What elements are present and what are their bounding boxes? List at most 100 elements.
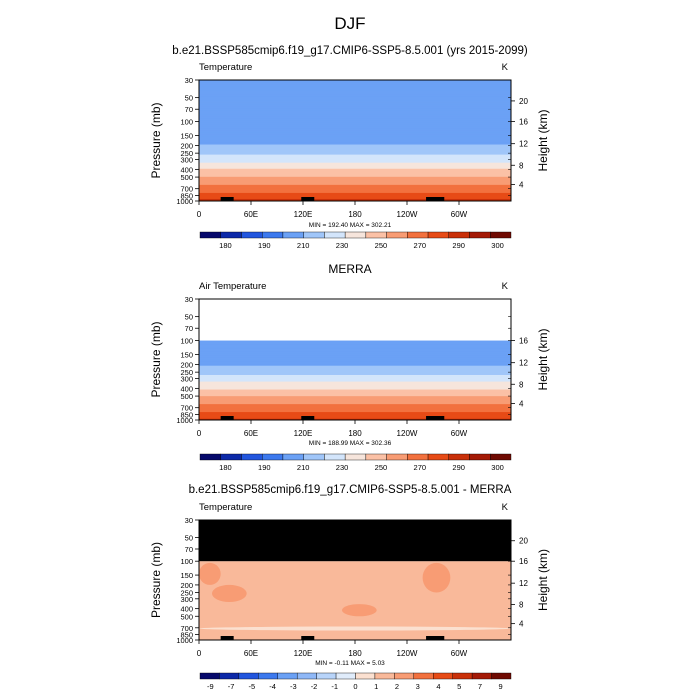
y2-tick-label: 12 [519,359,528,368]
min-max-summary: MIN = -0.11 MAX = 5.03 [315,660,385,667]
colorbar-swatch [448,453,470,461]
contour-band [199,351,511,353]
contour-band [199,414,511,417]
contour-band [199,186,511,190]
contour-band [199,108,511,111]
contour-band [199,359,511,361]
panel-title: b.e21.BSSP585cmip6.f19_g17.CMIP6-SSP5-8.… [189,484,512,496]
y-tick-label: 850 [180,191,193,200]
colorbar-label: 180 [219,463,232,472]
contour-band [199,162,511,166]
contour-band [199,412,511,414]
min-max-summary: MIN = 188.99 MAX = 302.36 [309,440,392,447]
colorbar-label: -4 [269,682,276,691]
y-tick-label: 70 [185,545,193,554]
colorbar-swatch [471,672,492,680]
y2-axis-title: Height (km) [536,549,550,611]
colorbar-swatch [303,453,325,461]
y2-tick-label: 8 [519,601,524,610]
x-tick-label: 120W [397,210,418,219]
contour-band [199,164,511,168]
contour-band [199,160,511,164]
colorbar-label: 9 [499,682,503,691]
y-tick-label: 70 [185,324,193,333]
colorbar-swatch [324,453,346,461]
colorbar-label: 180 [219,241,232,250]
x-tick-label: 60E [244,649,258,658]
y2-axis-title: Height (km) [536,328,550,390]
contour-band [199,397,511,400]
contour-band [199,355,511,357]
x-tick-label: 120E [294,429,313,438]
contour-band [199,194,511,198]
y-axis-title: Pressure (mb) [149,102,163,178]
contour-band [199,394,511,397]
topography-mask [426,197,445,201]
y-axis-title: Pressure (mb) [149,321,163,397]
contour-band [199,132,511,135]
y-tick-label: 850 [180,630,193,639]
contour-band [199,376,511,379]
contour-band [199,170,511,174]
contour-band [199,112,511,115]
y2-tick-label: 8 [519,380,524,389]
colorbar-label: 210 [297,463,310,472]
y-tick-label: 400 [180,384,193,393]
colorbar-swatch [219,672,240,680]
colorbar-swatch [258,672,278,680]
colorbar-label: -7 [228,682,235,691]
contour-band [199,382,511,385]
colorbar-swatch [386,231,408,239]
colorbar-label: 270 [414,463,427,472]
colorbar-label: 190 [258,241,271,250]
x-tick-label: 60W [451,210,468,219]
contour-band [199,380,511,383]
contour-band [199,408,511,410]
contour-band [199,178,511,182]
contour-band [199,168,511,172]
y2-tick-label: 12 [519,579,528,588]
colorbar-label: 1 [374,682,378,691]
contour-band [199,384,511,387]
y-tick-label: 200 [180,360,193,369]
colorbar-label: 2 [395,682,399,691]
contour-band [199,367,511,369]
contour-band [199,172,511,176]
contour-band [199,196,511,200]
colorbar-swatch [407,231,429,239]
min-max-summary: MIN = 192.40 MAX = 302.21 [309,222,392,229]
x-tick-label: 60E [244,429,258,438]
contour-band [199,118,511,121]
contour-band [199,392,511,395]
topography-mask [220,416,234,420]
contour-band [199,381,511,384]
colorbar-label: 3 [416,682,420,691]
contour-band [199,365,511,368]
contour-band [199,340,511,343]
x-tick-label: 0 [197,429,202,438]
colorbar-label: -9 [207,682,214,691]
contour-band [199,373,511,376]
x-tick-label: 60W [451,429,468,438]
y-tick-label: 300 [180,374,193,383]
contour-band [199,410,511,413]
colorbar-swatch [365,231,387,239]
colorbar-swatch [344,231,367,239]
colorbar-swatch [335,672,356,680]
colorbar-label: 230 [336,463,349,472]
anomaly-patch [212,584,247,603]
contour-band [199,377,511,380]
colorbar-label: 250 [375,463,388,472]
contour-band [199,120,511,123]
colorbar-swatch [199,453,221,461]
contour-band [199,402,511,405]
colorbar-swatch [262,231,284,239]
y-tick-label: 850 [180,410,193,419]
contour-band [199,413,511,416]
colorbar-swatch [413,672,434,680]
colorbar-swatch [365,453,387,461]
colorbar-swatch [282,453,304,461]
panel-title: MERRA [328,262,371,276]
empty-region [199,299,511,341]
contour-band [199,114,511,117]
